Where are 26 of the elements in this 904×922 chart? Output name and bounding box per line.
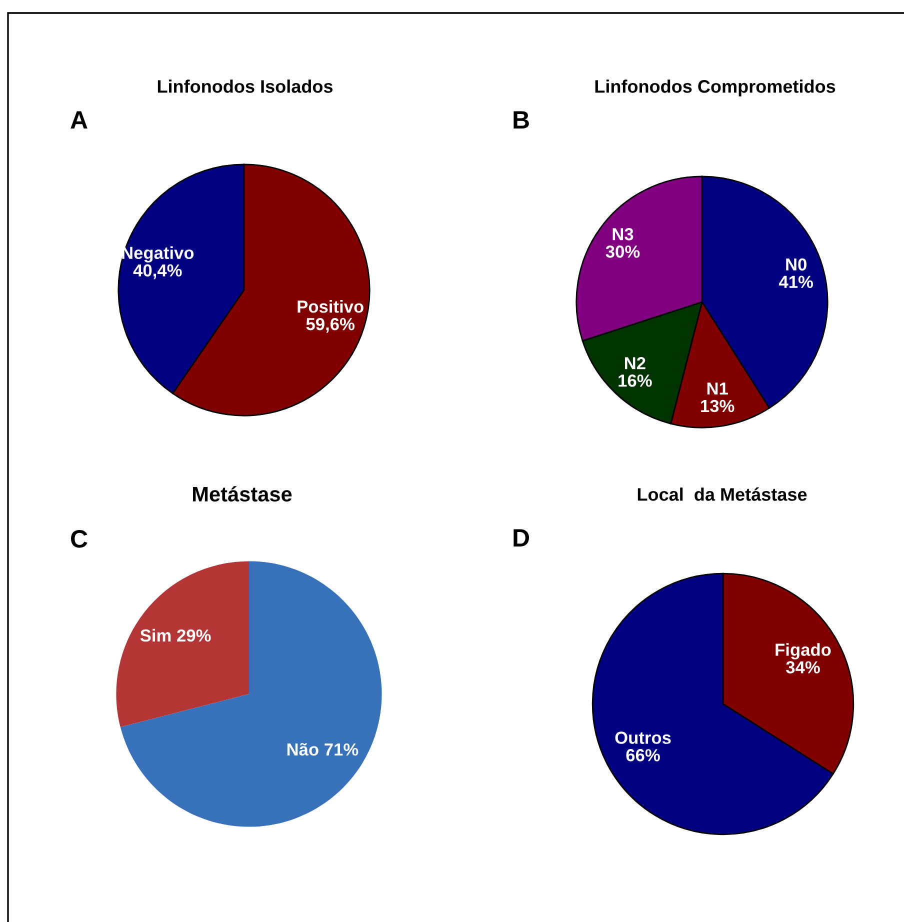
slice-label: Negativo	[122, 246, 194, 263]
text: B	[514, 111, 529, 128]
data-label: 30%	[606, 246, 640, 258]
slice-label: N1	[707, 382, 728, 395]
slice-label: Positivo	[298, 300, 364, 313]
text: A	[70, 111, 88, 128]
slice-label: N0	[786, 258, 806, 271]
data-label: 59,6%	[306, 318, 355, 333]
slice-label: N2	[625, 357, 646, 370]
data-label: 34%	[786, 661, 820, 674]
data-label: 13%	[701, 400, 734, 412]
slice-label: Outros	[615, 732, 671, 744]
text: D	[514, 529, 530, 546]
data-label: 16%	[618, 374, 652, 387]
slice-label: Não 71%	[287, 742, 358, 756]
data-label: 40,4%	[133, 264, 182, 280]
data-label: 41%	[778, 276, 813, 288]
chart-title: Local da Metástase	[638, 487, 807, 501]
chart-title: Linfonodos Comprometidos	[595, 80, 836, 96]
data-label: 66%	[626, 749, 660, 762]
chart-title: Linfonodos Isolados	[158, 80, 333, 93]
slice-label: Figado	[776, 643, 831, 660]
text: C	[71, 530, 88, 548]
slice-label: Sim 29%	[140, 628, 211, 642]
slice-label: N3	[612, 228, 634, 240]
chart-title: Metástase	[193, 486, 292, 502]
